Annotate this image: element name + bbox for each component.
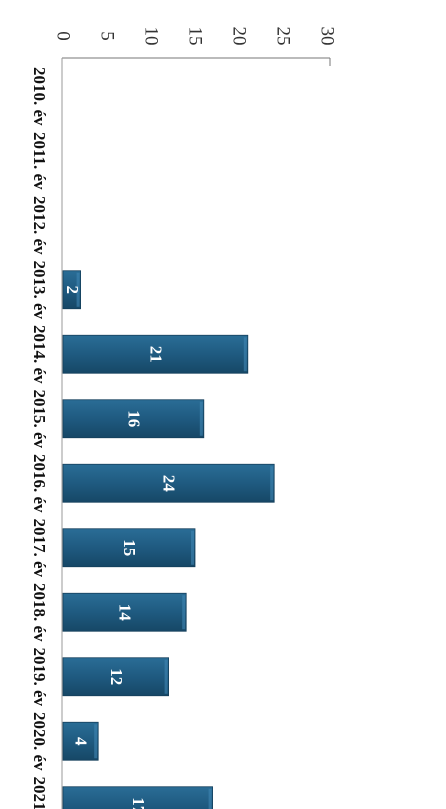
- value-tick-label: 0: [53, 31, 74, 41]
- bar: [62, 721, 99, 761]
- bar: [62, 270, 82, 310]
- data-label: 17: [129, 797, 148, 809]
- value-tick-label: 5: [97, 31, 118, 41]
- plot-area: 0 5 10 15 20 25 30 2010. év 2011. év 2012. év 2013…: [30, 27, 338, 809]
- bar: [62, 592, 187, 632]
- bar: [62, 399, 205, 439]
- category-label: 2011. év: [30, 132, 49, 190]
- category-label: 2017. év: [30, 518, 49, 577]
- category-label: 2018. év: [30, 583, 49, 642]
- bar-end-highlight: [76, 272, 80, 307]
- category-label: 2016. év: [30, 454, 49, 513]
- bar-end-highlight: [199, 401, 203, 436]
- data-label: 16: [124, 410, 143, 427]
- bar-end-highlight: [270, 466, 274, 501]
- value-tick-label: 15: [185, 27, 206, 46]
- data-label: 21: [146, 346, 165, 363]
- data-label: 12: [107, 668, 126, 685]
- value-tick-label: 25: [273, 27, 294, 46]
- bar: [62, 657, 169, 697]
- data-label: 14: [116, 604, 135, 622]
- bar-end-highlight: [182, 595, 186, 630]
- category-label: 2010. év: [30, 67, 49, 126]
- bar-end-highlight: [191, 530, 194, 565]
- bar: [62, 463, 275, 503]
- bar: [62, 528, 196, 568]
- category-label: 2020. év: [30, 712, 49, 771]
- value-tick-label: 10: [141, 27, 162, 46]
- bar: [62, 334, 249, 374]
- value-tick-label: 20: [229, 27, 250, 46]
- bar-end-highlight: [243, 337, 247, 372]
- data-label: 24: [160, 475, 179, 493]
- category-label: 2015. év: [30, 389, 49, 448]
- category-label: 2012. év: [30, 196, 49, 255]
- data-label: 4: [72, 737, 91, 746]
- bar-end-highlight: [208, 788, 212, 809]
- bar-end-highlight: [94, 724, 98, 759]
- category-label: 2019. év: [30, 647, 49, 706]
- data-label: 2: [63, 286, 82, 295]
- category-label: 2013. év: [30, 260, 49, 319]
- bar: [62, 786, 214, 809]
- data-label: 15: [120, 539, 139, 556]
- category-label: 2021. év: [30, 776, 49, 809]
- category-label: 2014. év: [30, 325, 49, 384]
- bar-end-highlight: [164, 659, 168, 694]
- value-tick-label: 30: [317, 27, 338, 46]
